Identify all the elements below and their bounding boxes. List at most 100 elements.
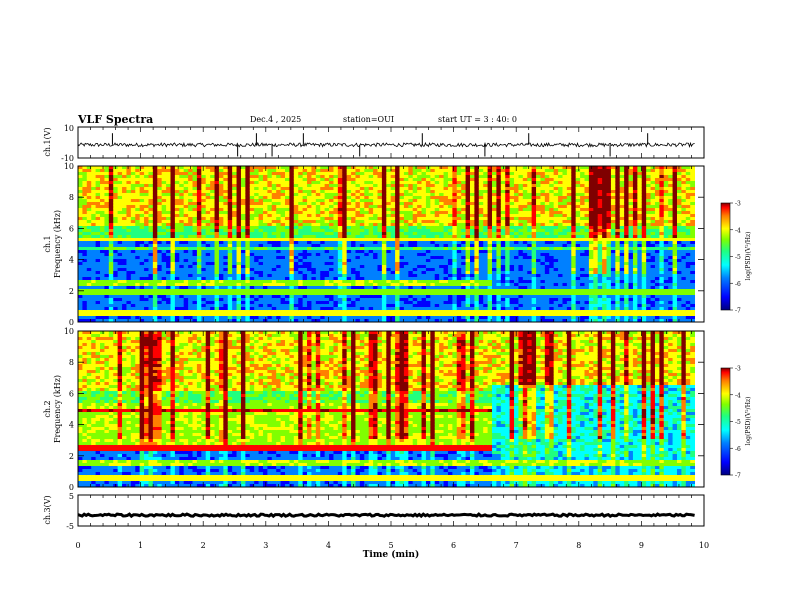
spec-cell: [315, 223, 321, 227]
spec-cell: [447, 214, 453, 218]
spec-cell: [298, 175, 304, 179]
spec-cell: [95, 220, 101, 224]
spec-cell: [342, 316, 348, 320]
spec-cell: [492, 214, 497, 218]
spec-cell: [218, 193, 224, 197]
spec-cell: [452, 304, 458, 308]
spec-cell: [496, 178, 502, 182]
spec-cell: [210, 310, 215, 314]
spec-cell: [452, 235, 458, 239]
spec-cell: [104, 217, 110, 221]
spec-cell: [223, 283, 229, 287]
spec-cell: [430, 211, 436, 215]
spec-cell: [240, 313, 246, 317]
spec-cell: [487, 307, 493, 311]
spec-cell: [399, 181, 405, 185]
spec-cell: [262, 169, 268, 173]
spec-cell: [461, 253, 466, 257]
spec-cell: [351, 310, 356, 314]
spec-cell: [390, 265, 396, 269]
spec-cell: [403, 289, 409, 293]
spec-cell: [364, 316, 370, 320]
spec-cell: [443, 193, 449, 197]
spec-cell: [443, 175, 449, 179]
spec-cell: [478, 229, 484, 233]
spec-cell: [86, 310, 92, 314]
spec-cell: [311, 244, 317, 248]
spec-cell: [205, 280, 211, 284]
spec-cell: [311, 199, 317, 203]
spec-cell: [86, 292, 92, 296]
spec-cell: [469, 205, 475, 209]
spec-cell: [100, 253, 105, 257]
spec-cell: [439, 280, 444, 284]
spec-cell: [192, 262, 198, 266]
spec-cell: [232, 298, 237, 302]
spec-cell: [285, 208, 290, 212]
spec-cell: [174, 196, 180, 200]
spec-cell: [368, 313, 374, 317]
spec-cell: [104, 253, 110, 257]
spec-cell: [483, 223, 488, 227]
spec-cell: [196, 184, 202, 188]
spec-cell: [351, 184, 356, 188]
spec-cell: [355, 274, 361, 278]
spec-cell: [293, 208, 299, 212]
spec-cell: [192, 193, 198, 197]
spec-cell: [227, 175, 233, 179]
spec-cell: [122, 301, 127, 305]
spec-cell: [351, 193, 356, 197]
spec-cell: [469, 283, 475, 287]
spec-cell: [469, 253, 475, 257]
spec-cell: [240, 208, 246, 212]
spec-cell: [373, 268, 378, 272]
spec-cell: [214, 169, 220, 173]
spec-cell: [399, 196, 405, 200]
spec-cell: [196, 214, 202, 218]
spec-cell: [351, 202, 356, 206]
spec-cell: [126, 181, 132, 185]
spec-cell: [315, 211, 321, 215]
spec-cell: [337, 316, 343, 320]
spec-cell: [377, 265, 383, 269]
spec-cell: [227, 310, 233, 314]
spec-cell: [135, 247, 141, 251]
spec-cell: [469, 193, 475, 197]
spec-cell: [139, 190, 145, 194]
spec-cell: [315, 283, 321, 287]
spec-cell: [214, 301, 220, 305]
spec-cell: [478, 265, 484, 269]
spec-cell: [267, 262, 273, 266]
spec-cell: [293, 247, 299, 251]
spec-cell: [381, 208, 387, 212]
spec-cell: [104, 184, 110, 188]
spec-cell: [403, 262, 409, 266]
spec-cell: [258, 271, 264, 275]
spec-cell: [474, 277, 480, 281]
spec-cell: [430, 244, 436, 248]
spec-cell: [492, 313, 497, 317]
spec-cell: [280, 229, 286, 233]
spec-cell: [135, 193, 141, 197]
spec-cell: [95, 217, 101, 221]
spec-cell: [205, 175, 211, 179]
spec-cell: [492, 169, 497, 173]
spec-cell: [337, 250, 343, 254]
spec-cell: [113, 220, 119, 224]
spec-cell: [452, 223, 458, 227]
spec-cell: [329, 229, 334, 233]
spec-cell: [364, 307, 370, 311]
spec-cell: [240, 166, 246, 170]
spec-cell: [130, 268, 136, 272]
spec-cell: [214, 172, 220, 176]
spec-cell: [201, 190, 207, 194]
spec-cell: [170, 274, 176, 278]
spec-cell: [368, 292, 374, 296]
spec-cell: [456, 280, 462, 284]
spec-cell: [166, 307, 171, 311]
spec-cell: [174, 208, 180, 212]
spec-cell: [465, 172, 471, 176]
spec-cell: [152, 172, 158, 176]
spec-cell: [478, 241, 484, 245]
spec-cell: [395, 265, 400, 269]
